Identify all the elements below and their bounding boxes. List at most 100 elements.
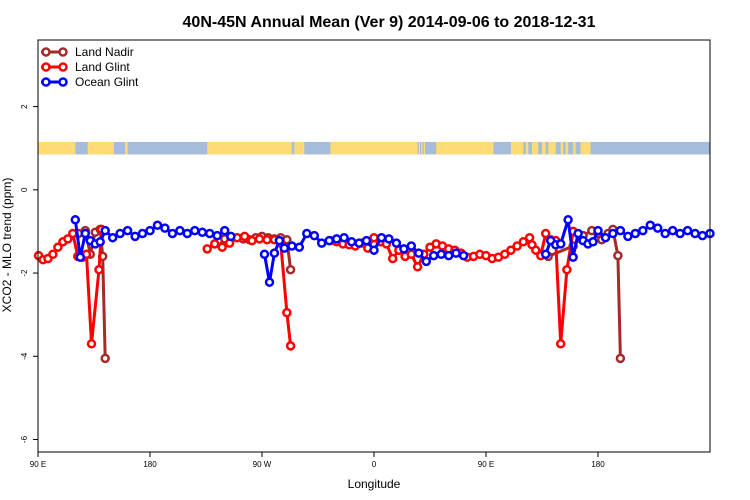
data-point-ocean-glint — [697, 230, 708, 241]
data-point-ocean-glint — [182, 228, 193, 239]
land-band — [441, 141, 444, 155]
land-band — [580, 141, 586, 155]
x-tick-label: 90 E — [30, 460, 46, 469]
land-band — [535, 141, 539, 155]
data-point-ocean-glint — [660, 228, 670, 239]
land-band — [423, 141, 426, 155]
data-point-ocean-glint — [204, 228, 215, 239]
land-band — [542, 141, 546, 155]
land-band — [111, 141, 114, 155]
data-point-ocean-glint — [428, 250, 439, 261]
data-point-ocean-glint — [608, 228, 618, 239]
land-band — [299, 141, 302, 155]
data-point-ocean-glint — [391, 238, 402, 248]
data-point-ocean-glint — [630, 228, 641, 239]
data-point-ocean-glint — [145, 225, 155, 236]
legend-marker — [58, 62, 68, 72]
data-point-ocean-glint — [458, 250, 469, 261]
data-point-land-nadir — [285, 264, 296, 275]
land-band — [525, 141, 529, 155]
land-band — [442, 141, 494, 155]
data-point-ocean-glint — [593, 225, 603, 236]
data-point-ocean-glint — [540, 249, 551, 260]
x-tick-label: 0 — [372, 460, 377, 469]
data-point-ocean-glint — [259, 249, 270, 260]
x-tick-label: 90 E — [478, 460, 494, 469]
data-point-ocean-glint — [667, 225, 678, 236]
data-point-ocean-glint — [436, 249, 446, 260]
land-band — [296, 141, 300, 155]
land-band — [87, 141, 106, 155]
data-point-land-nadir — [615, 353, 626, 364]
data-point-ocean-glint — [690, 228, 700, 239]
data-point-ocean-glint — [588, 237, 598, 247]
data-point-ocean-glint — [212, 230, 222, 241]
y-tick-label: -2 — [20, 269, 29, 277]
legend-marker — [41, 62, 51, 72]
data-point-ocean-glint — [122, 225, 133, 236]
data-point-ocean-glint — [115, 228, 125, 239]
y-tick-label: -6 — [20, 435, 29, 443]
data-point-land-nadir — [100, 353, 110, 364]
data-point-ocean-glint — [197, 227, 208, 238]
land-band — [573, 141, 576, 155]
data-point-land-glint — [86, 339, 97, 349]
data-point-land-glint — [506, 245, 516, 255]
land-band — [510, 141, 524, 155]
data-point-land-glint — [406, 249, 417, 260]
data-point-ocean-glint — [70, 215, 81, 225]
land-band — [106, 141, 108, 155]
data-point-land-glint — [262, 235, 272, 245]
legend-label: Ocean Glint — [75, 75, 139, 89]
data-point-land-glint — [94, 264, 104, 275]
legend-entry-land-nadir: Land Nadir — [41, 45, 134, 59]
data-point-ocean-glint — [316, 238, 327, 248]
data-point-ocean-glint — [226, 231, 236, 242]
data-point-ocean-glint — [399, 244, 409, 254]
data-point-ocean-glint — [451, 248, 461, 258]
data-point-ocean-glint — [369, 245, 379, 255]
data-point-land-glint — [285, 341, 296, 351]
data-point-ocean-glint — [376, 232, 387, 243]
legend-entry-land-glint: Land Glint — [41, 60, 130, 74]
data-point-ocean-glint — [682, 225, 693, 236]
land-band — [125, 141, 128, 155]
land-band — [560, 141, 564, 155]
y-tick-label: 2 — [20, 104, 29, 109]
legend-marker — [41, 47, 51, 57]
legend-marker — [58, 77, 68, 87]
data-point-land-glint — [202, 244, 212, 254]
data-point-ocean-glint — [615, 225, 626, 236]
y-tick-label: 0 — [20, 187, 29, 192]
data-point-ocean-glint — [573, 228, 583, 239]
data-point-ocean-glint — [568, 252, 578, 262]
data-point-land-glint — [512, 241, 522, 251]
land-band — [532, 141, 535, 155]
series-land-glint — [33, 224, 578, 351]
data-point-ocean-glint — [274, 235, 285, 246]
data-point-land-glint — [387, 253, 398, 264]
land-band — [548, 141, 556, 155]
data-point-ocean-glint — [421, 256, 432, 267]
x-tick-label: 180 — [591, 460, 605, 469]
data-point-ocean-glint — [361, 235, 372, 246]
data-point-ocean-glint — [324, 235, 334, 246]
data-point-land-glint — [53, 242, 63, 252]
y-axis: 2 0 -2 -4 -6 — [20, 104, 38, 443]
land-band — [588, 141, 590, 155]
land-band — [330, 141, 418, 155]
land-ocean-strip — [38, 141, 710, 155]
chart-title: 40N-45N Annual Mean (Ver 9) 2014-09-06 t… — [183, 14, 596, 31]
data-point-ocean-glint — [331, 234, 342, 244]
land-band — [438, 141, 442, 155]
data-point-ocean-glint — [175, 225, 185, 236]
data-point-ocean-glint — [167, 228, 178, 239]
land-band — [103, 141, 106, 155]
data-point-ocean-glint — [555, 239, 566, 249]
data-point-ocean-glint — [294, 242, 305, 252]
land-band — [301, 141, 305, 155]
data-point-ocean-glint — [190, 225, 200, 236]
y-tick-label: -4 — [20, 352, 29, 360]
data-point-land-glint — [282, 307, 292, 318]
data-point-ocean-glint — [675, 228, 685, 239]
